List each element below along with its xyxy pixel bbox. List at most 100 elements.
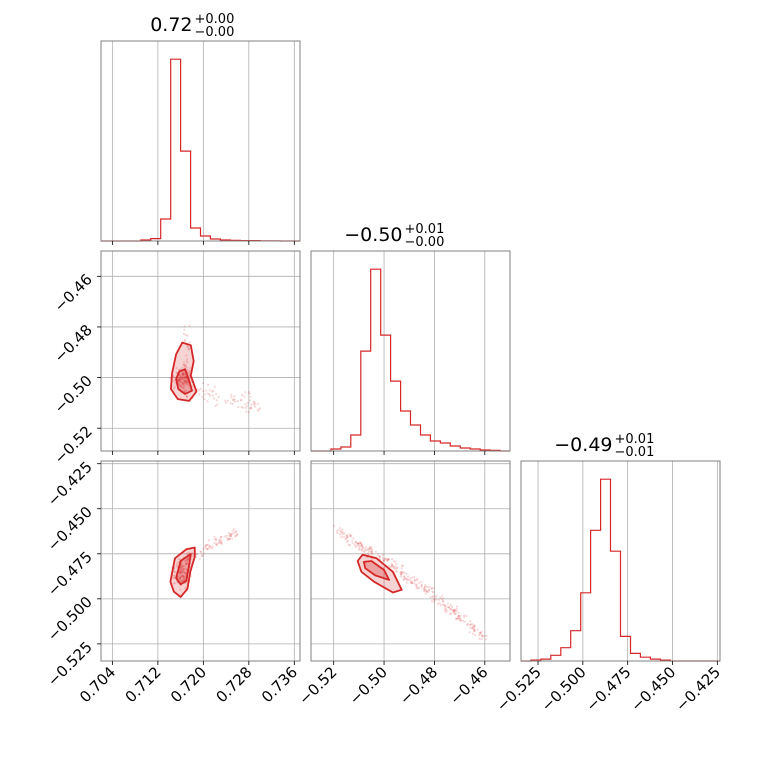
scatter-point [229, 535, 232, 538]
scatter-point [485, 634, 488, 637]
scatter-point [180, 567, 183, 570]
scatter-point [428, 586, 431, 589]
scatter-point [176, 561, 179, 564]
scatter-point [352, 537, 355, 540]
scatter-point [361, 546, 364, 549]
scatter-point [175, 366, 178, 370]
scatter-point [442, 597, 445, 600]
scatter-point [392, 567, 395, 570]
scatter-point [179, 576, 182, 580]
contour-inner [362, 560, 391, 581]
scatter-point [182, 576, 186, 579]
scatter-point [240, 399, 243, 402]
scatter-point [226, 538, 229, 542]
scatter-point [188, 341, 191, 344]
scatter-point [180, 380, 183, 383]
scatter-point [455, 605, 458, 608]
panel-frame-1-0 [100, 250, 301, 452]
scatter-point [423, 590, 426, 593]
scatter-point [173, 576, 176, 579]
scatter-point [181, 571, 184, 574]
scatter-point [181, 366, 184, 369]
scatter-point [480, 630, 483, 633]
scatter-point [400, 573, 403, 576]
scatter-point [184, 380, 187, 383]
scatter-point [184, 572, 187, 575]
scatter-point [473, 629, 476, 632]
scatter-point [480, 637, 483, 641]
scatter-point [234, 530, 237, 533]
scatter-point [185, 395, 188, 398]
scatter-point [180, 564, 183, 567]
scatter-point [248, 392, 251, 395]
scatter-point [180, 579, 183, 583]
scatter-point [213, 535, 216, 538]
scatter-point [449, 612, 452, 615]
scatter-point [403, 575, 406, 578]
panel-frame-0-0 [100, 40, 301, 242]
x-tick-label: 0.720 [167, 663, 210, 706]
scatter-point [395, 569, 398, 572]
scatter-point [179, 375, 182, 378]
scatter-point [198, 393, 201, 396]
scatter-point [365, 548, 368, 552]
scatter-point [184, 381, 187, 384]
scatter-point [417, 581, 420, 585]
scatter-point [188, 366, 192, 369]
scatter-point [415, 585, 418, 588]
scatter-point [181, 372, 184, 376]
scatter-point [178, 570, 181, 573]
scatter-point [191, 552, 194, 555]
scatter-point [390, 562, 393, 566]
scatter-point [230, 393, 233, 396]
panel-frame-2-2 [520, 460, 721, 662]
scatter-point [184, 389, 187, 392]
scatter-point [450, 608, 453, 611]
scatter-point [468, 631, 471, 634]
scatter-point [219, 536, 222, 539]
scatter-point [413, 579, 416, 582]
scatter-point [183, 380, 186, 383]
scatter-point [201, 382, 204, 385]
scatter-point [457, 614, 460, 618]
scatter-point [423, 588, 426, 591]
scatter-point [184, 562, 188, 565]
scatter-point [387, 564, 390, 567]
scatter-point [390, 565, 393, 568]
scatter-point [442, 600, 445, 603]
scatter-point [363, 547, 366, 550]
scatter-point [185, 366, 188, 369]
scatter-point [434, 598, 438, 601]
scatter-point [208, 389, 211, 392]
scatter-point [408, 579, 411, 582]
scatter-point [434, 596, 437, 599]
scatter-point [182, 576, 185, 579]
scatter-point [183, 325, 186, 328]
scatter-point [190, 558, 193, 561]
scatter-point [368, 546, 371, 549]
scatter-point [449, 608, 452, 611]
scatter-point [183, 564, 186, 568]
scatter-point [409, 577, 412, 580]
scatter-point [188, 371, 191, 374]
titles: 0.72 +0.00−0.00−0.50 +0.01−0.00−0.49 +0.01−… [150, 12, 654, 460]
scatter-point [405, 572, 408, 576]
scatter-point [182, 568, 185, 572]
scatter-point [183, 377, 186, 380]
scatter-point [234, 534, 237, 538]
scatter-point [181, 381, 184, 384]
scatter-point [401, 564, 404, 567]
panel-frames [100, 40, 721, 662]
scatter-point [175, 563, 178, 566]
scatter-point [242, 406, 245, 409]
title-plus-2: +0.01 [615, 432, 655, 447]
scatter-point [186, 361, 189, 364]
scatter-point [444, 604, 447, 608]
scatter-point [187, 557, 190, 560]
x-tick-label: 0.704 [76, 663, 119, 706]
scatter-point [346, 539, 350, 543]
scatter-point [199, 387, 203, 390]
scatter-point [179, 566, 183, 569]
scatter-point [211, 547, 214, 550]
scatter-point [429, 596, 432, 599]
